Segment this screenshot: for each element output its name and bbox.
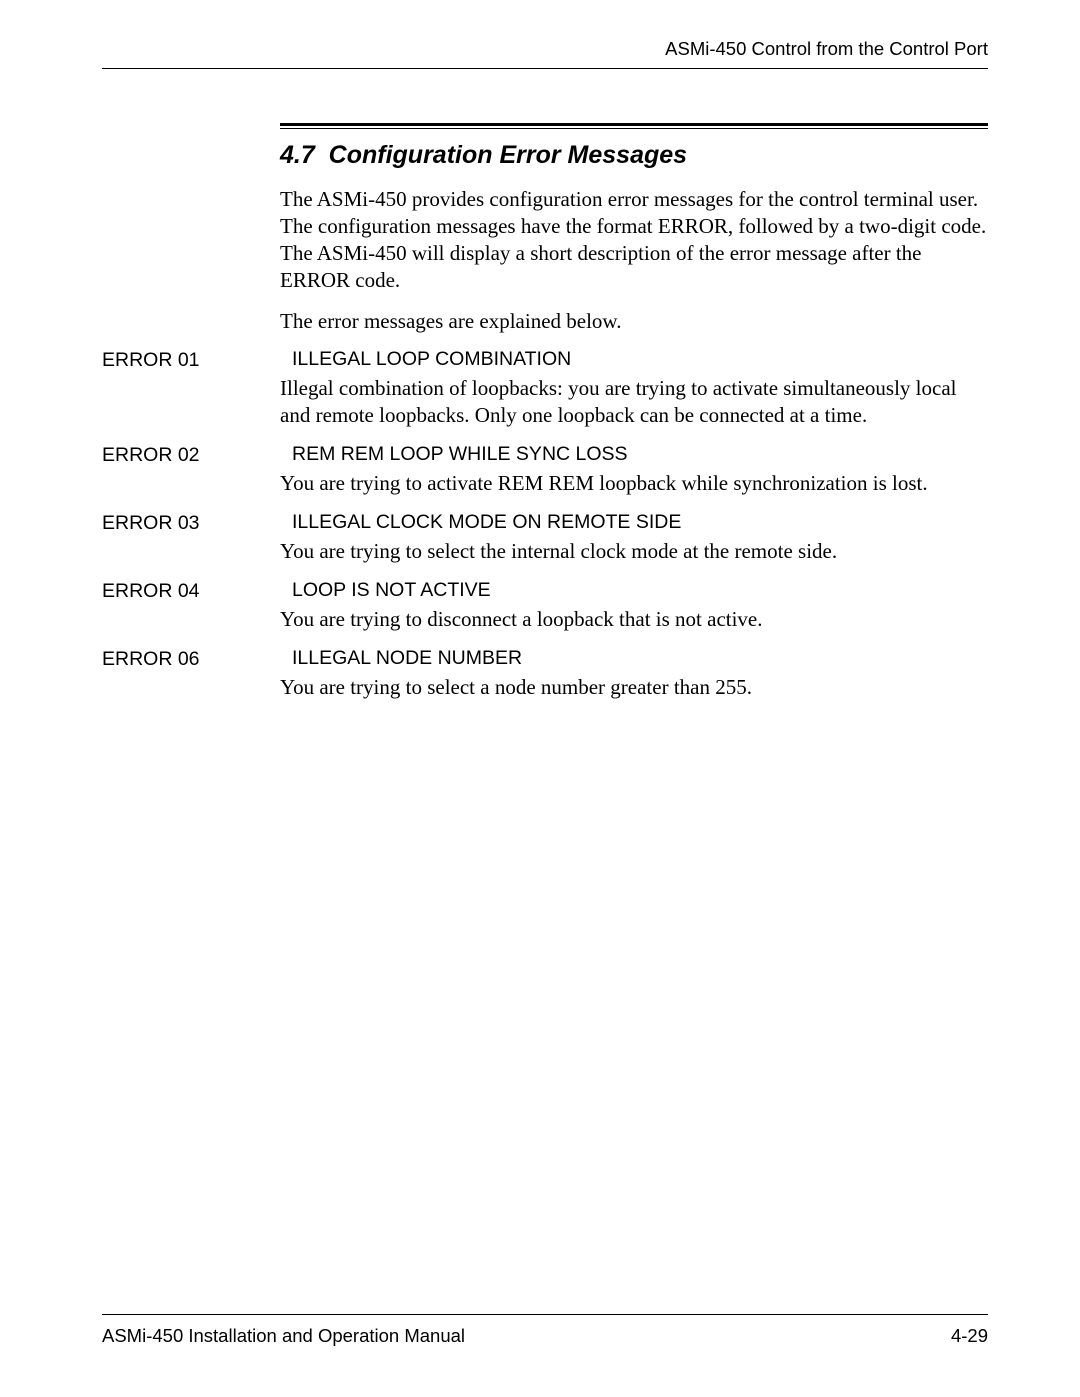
error-title: ILLEGAL CLOCK MODE ON REMOTE SIDE: [280, 511, 988, 534]
page-header: ASMi-450 Control from the Control Port: [102, 38, 988, 69]
intro-paragraph: The error messages are explained below.: [280, 308, 988, 335]
error-body: REM REM LOOP WHILE SYNC LOSS You are try…: [280, 443, 988, 497]
intro-paragraph: The ASMi-450 provides configuration erro…: [280, 186, 988, 294]
error-description: Illegal combination of loopbacks: you ar…: [280, 375, 988, 429]
footer-left: ASMi-450 Installation and Operation Manu…: [102, 1325, 465, 1347]
section-rule-outer: 4.7 Configuration Error Messages The ASM…: [280, 123, 988, 701]
error-entry: ERROR 01 ILLEGAL LOOP COMBINATION Illega…: [280, 348, 988, 429]
error-description: You are trying to activate REM REM loopb…: [280, 470, 988, 497]
error-body: ILLEGAL CLOCK MODE ON REMOTE SIDE You ar…: [280, 511, 988, 565]
page-footer: ASMi-450 Installation and Operation Manu…: [102, 1314, 988, 1347]
error-entry: ERROR 04 LOOP IS NOT ACTIVE You are tryi…: [280, 579, 988, 633]
error-title: ILLEGAL NODE NUMBER: [280, 647, 988, 670]
section-rule-inner: 4.7 Configuration Error Messages The ASM…: [280, 128, 988, 701]
error-code: ERROR 03: [102, 511, 280, 565]
error-code: ERROR 02: [102, 443, 280, 497]
error-entry: ERROR 06 ILLEGAL NODE NUMBER You are try…: [280, 647, 988, 701]
error-code: ERROR 04: [102, 579, 280, 633]
content-column: 4.7 Configuration Error Messages The ASM…: [280, 123, 988, 701]
error-title: ILLEGAL LOOP COMBINATION: [280, 348, 988, 371]
error-code: ERROR 06: [102, 647, 280, 701]
error-title: REM REM LOOP WHILE SYNC LOSS: [280, 443, 988, 466]
footer-right: 4-29: [951, 1325, 988, 1347]
section-title: 4.7 Configuration Error Messages: [280, 141, 988, 170]
error-description: You are trying to disconnect a loopback …: [280, 606, 988, 633]
error-description: You are trying to select a node number g…: [280, 674, 988, 701]
section-title-text: Configuration Error Messages: [329, 141, 687, 169]
error-description: You are trying to select the internal cl…: [280, 538, 988, 565]
error-body: LOOP IS NOT ACTIVE You are trying to dis…: [280, 579, 988, 633]
error-code: ERROR 01: [102, 348, 280, 429]
error-body: ILLEGAL NODE NUMBER You are trying to se…: [280, 647, 988, 701]
error-body: ILLEGAL LOOP COMBINATION Illegal combina…: [280, 348, 988, 429]
error-title: LOOP IS NOT ACTIVE: [280, 579, 988, 602]
section-number: 4.7: [280, 141, 315, 169]
error-entry: ERROR 03 ILLEGAL CLOCK MODE ON REMOTE SI…: [280, 511, 988, 565]
error-entry: ERROR 02 REM REM LOOP WHILE SYNC LOSS Yo…: [280, 443, 988, 497]
